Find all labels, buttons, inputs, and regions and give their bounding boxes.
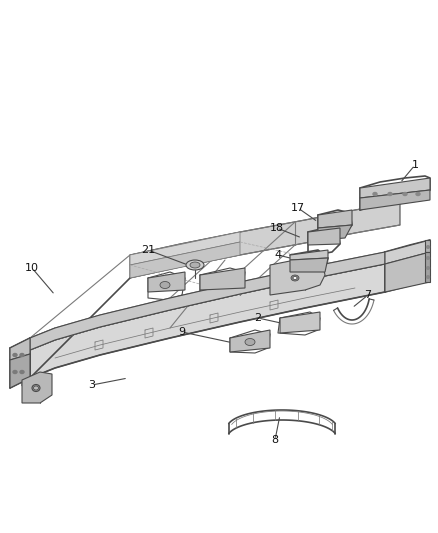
- Ellipse shape: [20, 353, 24, 357]
- Ellipse shape: [293, 277, 297, 279]
- Ellipse shape: [33, 386, 39, 390]
- Ellipse shape: [13, 353, 17, 357]
- Text: 3: 3: [88, 380, 95, 390]
- Polygon shape: [425, 252, 430, 282]
- Polygon shape: [200, 268, 245, 290]
- Polygon shape: [22, 354, 30, 386]
- Ellipse shape: [427, 257, 430, 259]
- Polygon shape: [130, 202, 400, 278]
- Text: 18: 18: [270, 223, 284, 233]
- Ellipse shape: [13, 370, 17, 374]
- Ellipse shape: [245, 338, 255, 345]
- Polygon shape: [10, 354, 30, 388]
- Ellipse shape: [190, 262, 200, 268]
- Ellipse shape: [186, 260, 204, 270]
- Ellipse shape: [403, 192, 407, 196]
- Ellipse shape: [373, 192, 377, 196]
- Polygon shape: [385, 252, 430, 292]
- Text: 2: 2: [254, 313, 261, 323]
- Text: 17: 17: [291, 203, 305, 213]
- Text: 21: 21: [141, 245, 155, 255]
- Polygon shape: [30, 264, 385, 378]
- Text: 9: 9: [178, 327, 186, 337]
- Polygon shape: [280, 312, 320, 333]
- Polygon shape: [30, 252, 385, 350]
- Polygon shape: [130, 232, 240, 265]
- Ellipse shape: [160, 281, 170, 288]
- Ellipse shape: [32, 384, 40, 392]
- Polygon shape: [148, 272, 185, 292]
- Ellipse shape: [427, 266, 430, 269]
- Polygon shape: [308, 228, 340, 245]
- Polygon shape: [318, 210, 352, 228]
- Text: 7: 7: [364, 290, 371, 300]
- Ellipse shape: [416, 192, 420, 196]
- Text: 1: 1: [411, 160, 418, 170]
- Polygon shape: [270, 258, 325, 295]
- Text: 10: 10: [25, 263, 39, 273]
- Polygon shape: [360, 190, 430, 210]
- Ellipse shape: [20, 370, 24, 374]
- Polygon shape: [425, 240, 430, 252]
- Polygon shape: [10, 338, 30, 360]
- Ellipse shape: [427, 276, 430, 278]
- Ellipse shape: [427, 246, 430, 248]
- Polygon shape: [290, 250, 328, 260]
- Ellipse shape: [291, 275, 299, 281]
- Polygon shape: [130, 242, 240, 278]
- Polygon shape: [318, 225, 352, 240]
- Text: 4: 4: [275, 250, 282, 260]
- Text: 8: 8: [272, 435, 279, 445]
- Polygon shape: [385, 240, 430, 264]
- Polygon shape: [360, 178, 430, 198]
- Polygon shape: [290, 258, 328, 272]
- Polygon shape: [22, 372, 52, 403]
- Polygon shape: [230, 330, 270, 352]
- Ellipse shape: [388, 192, 392, 196]
